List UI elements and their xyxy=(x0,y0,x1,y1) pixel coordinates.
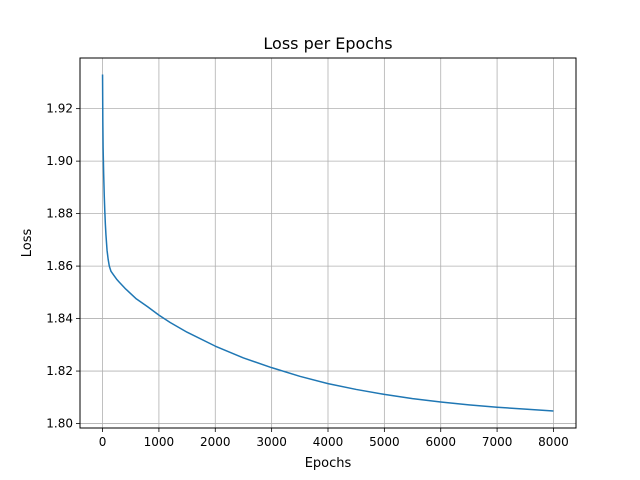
y-tick-label: 1.88 xyxy=(46,207,73,221)
x-tick-label: 3000 xyxy=(256,435,287,449)
loss-line xyxy=(101,74,554,412)
x-tick-label: 8000 xyxy=(538,435,569,449)
x-axis-label: Epochs xyxy=(305,456,352,471)
x-tick-label: 0 xyxy=(99,435,107,449)
ticks: 0 1000 2000 3000 4000 5000 6000 7000 8000 1.80 1.8… xyxy=(46,102,568,449)
x-tick-label: 7000 xyxy=(482,435,513,449)
x-tick-label: 5000 xyxy=(369,435,400,449)
series-layer xyxy=(101,74,554,412)
chart-title: Loss per Epochs xyxy=(263,34,392,53)
x-tick-label: 4000 xyxy=(313,435,344,449)
x-tick-label: 1000 xyxy=(144,435,175,449)
x-tick-label: 2000 xyxy=(200,435,231,449)
y-tick-label: 1.86 xyxy=(46,259,73,273)
y-tick-label: 1.92 xyxy=(46,102,73,116)
y-tick-label: 1.84 xyxy=(46,312,73,326)
y-axis-label: Loss xyxy=(20,229,35,258)
y-tick-label: 1.82 xyxy=(46,364,73,378)
y-tick-label: 1.90 xyxy=(46,154,73,168)
y-tick-label: 1.80 xyxy=(46,417,73,431)
x-tick-label: 6000 xyxy=(425,435,456,449)
grid xyxy=(80,58,576,428)
